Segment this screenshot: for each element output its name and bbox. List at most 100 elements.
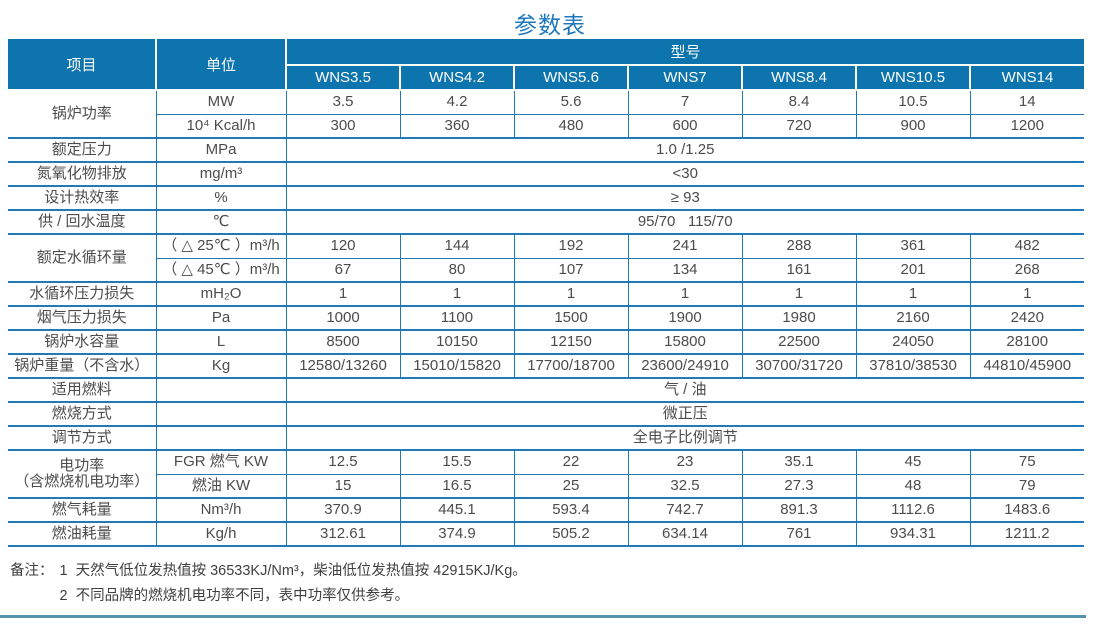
unit-cell	[155, 425, 287, 451]
value-cell-merged: 气 / 油	[285, 377, 1084, 403]
value-cell: 7	[627, 90, 743, 115]
row-label: 供 / 回水温度	[8, 209, 157, 235]
value-cell: 934.31	[855, 521, 971, 547]
header-row-top: 项目 单位 型号	[8, 39, 1084, 91]
row-label: 水循环压力损失	[8, 281, 157, 307]
value-cell: 1	[969, 281, 1084, 307]
value-cell: 22500	[741, 329, 857, 355]
value-cell: 12150	[513, 329, 629, 355]
notes-label: 备注：	[10, 563, 54, 579]
value-cell: 23600/24910	[627, 353, 743, 379]
value-cell: 12580/13260	[285, 353, 401, 379]
row-label: 燃气耗量	[8, 497, 157, 523]
row-label: 额定压力	[8, 137, 157, 163]
table-row: （ △ 45℃ ）m³/h 67 80 107 134 161 201 268	[8, 257, 1084, 283]
notes-section: 备注： 1 天然气低位发热值按 36533KJ/Nm³，柴油低位发热值按 4291…	[10, 559, 1100, 609]
row-label: 调节方式	[8, 425, 157, 451]
table-row: 锅炉功率 MW 3.5 4.2 5.6 7 8.4 10.5 14	[8, 90, 1084, 139]
row-label: 烟气压力损失	[8, 305, 157, 331]
value-cell: 900	[855, 113, 971, 139]
header-model: WNS5.6	[513, 64, 629, 91]
value-cell: 288	[741, 233, 857, 259]
value-cell: 48	[855, 473, 971, 499]
table-row: 电功率 （含燃烧机电功率） FGR 燃气 KW 12.5 15.5 22 23 35.1 45 7…	[8, 449, 1084, 499]
value-cell: 14	[969, 90, 1084, 115]
header-model: WNS14	[969, 64, 1084, 91]
table-row: 锅炉重量（不含水） Kg 12580/13260 15010/15820 17700/1…	[8, 353, 1084, 379]
value-cell-merged: 95/70 115/70	[285, 209, 1084, 235]
value-cell: 1900	[627, 305, 743, 331]
parameter-table: 项目 单位 型号 WNS3.5 WNS4.2 WNS5.6 WNS7 WNS8.4 WNS…	[8, 39, 1084, 547]
value-cell: 268	[969, 257, 1084, 283]
header-model: WNS8.4	[741, 64, 857, 91]
value-cell: 23	[627, 449, 743, 475]
value-cell: 1000	[285, 305, 401, 331]
unit-cell: mH₂O	[155, 281, 287, 307]
value-cell: 1	[399, 281, 515, 307]
value-cell: 3.5	[285, 90, 401, 115]
unit-cell	[155, 377, 287, 403]
value-cell: 134	[627, 257, 743, 283]
unit-cell: MPa	[155, 137, 287, 163]
note-line: 2 不同品牌的燃烧机电功率不同，表中功率仅供参考。	[60, 584, 527, 605]
value-cell: 79	[969, 473, 1084, 499]
value-cell: 8.4	[741, 90, 857, 115]
table-row: 燃油 KW 15 16.5 25 32.5 27.3 48 79	[8, 473, 1084, 499]
row-label: 锅炉水容量	[8, 329, 157, 355]
value-cell: 45	[855, 449, 971, 475]
unit-cell: %	[155, 185, 287, 211]
table-row: 燃烧方式 微正压	[8, 401, 1084, 427]
table-row: 设计热效率% ≥ 93	[8, 185, 1084, 211]
value-cell: 17700/18700	[513, 353, 629, 379]
table-body: 锅炉功率 MW 3.5 4.2 5.6 7 8.4 10.5 14 10⁴ Kcal/h 300 36…	[8, 90, 1084, 547]
note-text: 天然气低位发热值按 36533KJ/Nm³，柴油低位发热值按 42915KJ/K…	[75, 563, 527, 579]
note-lines: 1 天然气低位发热值按 36533KJ/Nm³，柴油低位发热值按 42915KJ/…	[60, 559, 527, 609]
value-cell: 22	[513, 449, 629, 475]
unit-cell: 燃油 KW	[155, 473, 287, 499]
value-cell: 482	[969, 233, 1084, 259]
value-cell: 312.61	[285, 521, 401, 547]
row-label: 氮氧化物排放	[8, 161, 157, 187]
value-cell: 374.9	[399, 521, 515, 547]
value-cell-merged: 全电子比例调节	[285, 425, 1084, 451]
header-model: WNS3.5	[285, 64, 401, 91]
value-cell: 241	[627, 233, 743, 259]
value-cell: 1112.6	[855, 497, 971, 523]
value-cell: 360	[399, 113, 515, 139]
unit-cell: 10⁴ Kcal/h	[155, 113, 287, 139]
table-row: 水循环压力损失 mH₂O 1 1 1 1 1 1 1	[8, 281, 1084, 307]
value-cell: 1	[741, 281, 857, 307]
value-cell: 1100	[399, 305, 515, 331]
row-label: 适用燃料	[8, 377, 157, 403]
table-row: 氮氧化物排放 mg/m³ <30	[8, 161, 1084, 187]
value-cell: 2420	[969, 305, 1084, 331]
value-cell: 201	[855, 257, 971, 283]
value-cell: 120	[285, 233, 401, 259]
table-row: 燃油耗量 Kg/h 312.61 374.9 505.2 634.14 761 934.31 1…	[8, 521, 1084, 547]
value-cell: 1	[627, 281, 743, 307]
value-cell: 1200	[969, 113, 1084, 139]
table-row: 锅炉水容量 L 8500 10150 12150 15800 22500 24050 28100	[8, 329, 1084, 355]
value-cell: 361	[855, 233, 971, 259]
value-cell: 24050	[855, 329, 971, 355]
table-row: 适用燃料 气 / 油	[8, 377, 1084, 403]
value-cell: 891.3	[741, 497, 857, 523]
value-cell: 161	[741, 257, 857, 283]
row-label: 锅炉功率	[8, 90, 157, 139]
value-cell: 505.2	[513, 521, 629, 547]
value-cell: 10.5	[855, 90, 971, 115]
table-row: 调节方式 全电子比例调节	[8, 425, 1084, 451]
value-cell: 1980	[741, 305, 857, 331]
header-model-group: 型号	[285, 39, 1084, 66]
row-label: 锅炉重量（不含水）	[8, 353, 157, 379]
value-cell: 75	[969, 449, 1084, 475]
unit-cell: FGR 燃气 KW	[155, 449, 287, 475]
unit-cell: mg/m³	[155, 161, 287, 187]
value-cell: 1211.2	[969, 521, 1084, 547]
value-cell-merged: <30	[285, 161, 1084, 187]
unit-cell: （ △ 45℃ ）m³/h	[155, 257, 287, 283]
value-cell: 144	[399, 233, 515, 259]
value-cell: 15800	[627, 329, 743, 355]
value-cell: 742.7	[627, 497, 743, 523]
value-cell: 1	[285, 281, 401, 307]
